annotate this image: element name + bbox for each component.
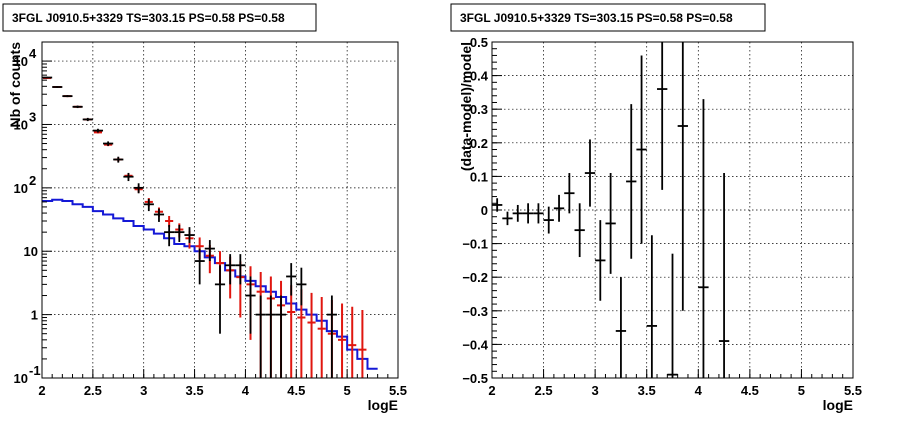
counts-y-axis-title: Nb of counts	[7, 42, 23, 128]
residual-x-axis-title: logE	[823, 397, 853, 413]
residual-y-tick-label: 0.2	[470, 136, 488, 151]
counts-x-tick-label: 4.5	[287, 383, 305, 398]
counts-x-tick-label: 5	[344, 383, 351, 398]
counts-y-tick-exponent: 2	[29, 173, 36, 188]
residual-panel: 3FGL J0910.5+3329 TS=303.15 PS=0.58 PS=0…	[450, 3, 862, 413]
counts-x-tick-label: 2	[38, 383, 45, 398]
residual-y-tick-label: 0.3	[470, 102, 488, 117]
residual-title-box	[450, 3, 766, 32]
residual-x-tick-label: 5	[798, 383, 805, 398]
residual-x-tick-label: 3	[592, 383, 599, 398]
counts-x-axis-title: logE	[368, 397, 398, 413]
residual-y-tick-label: 0	[481, 203, 488, 218]
counts-y-tick-exponent: 3	[29, 109, 36, 124]
residual-y-tick-label: 0.1	[470, 169, 488, 184]
residual-title: 3FGL J0910.5+3329 TS=303.15 PS=0.58 PS=0…	[460, 11, 733, 25]
residual-y-tick-label: 0.4	[470, 69, 489, 84]
counts-x-tick-label: 3.5	[186, 383, 204, 398]
counts-y-tick-label: 10	[14, 181, 28, 196]
counts-y-tick-label: 1	[31, 308, 38, 323]
counts-y-tick-label: 10	[24, 244, 38, 259]
counts-grid	[42, 42, 398, 378]
residual-x-tick-label: 4.5	[741, 383, 759, 398]
residual-series	[492, 42, 730, 378]
counts-series	[42, 76, 378, 378]
residual-x-tick-label: 3.5	[638, 383, 656, 398]
counts-y-tick-label: 10	[14, 371, 28, 386]
counts-title-box	[2, 3, 317, 32]
residual-y-axis-title: (data-model)/model	[458, 42, 474, 171]
counts-title: 3FGL J0910.5+3329 TS=303.15 PS=0.58 PS=0…	[12, 11, 285, 25]
counts-y-tick-label: 10	[14, 54, 28, 69]
counts-y-tick-exponent: -1	[29, 363, 41, 378]
residual-y-tick-label: −0.5	[462, 371, 488, 386]
residual-y-tick-label: −0.2	[462, 270, 488, 285]
residual-y-tick-label: −0.3	[462, 304, 488, 319]
counts-plot-frame	[41, 41, 399, 379]
counts-x-tick-label: 5.5	[389, 383, 407, 398]
counts-x-tick-label: 3	[140, 383, 147, 398]
residual-x-tick-label: 2.5	[535, 383, 553, 398]
residual-ticks: 2 2.5 3 3.5 4 4.5 5 5.5 −0.5 −0.4 −0.3 −0.2 −0.1 0 0.1…	[462, 35, 862, 398]
counts-x-tick-label: 2.5	[84, 383, 102, 398]
counts-x-tick-label: 4	[242, 383, 250, 398]
residual-x-tick-label: 4	[695, 383, 703, 398]
counts-y-tick-label: 10	[14, 117, 28, 132]
residual-y-tick-label: −0.1	[462, 237, 488, 252]
counts-panel: 3FGL J0910.5+3329 TS=303.15 PS=0.58 PS=0…	[2, 3, 408, 413]
background-model-histogram	[42, 198, 378, 370]
residual-x-tick-label: 5.5	[844, 383, 862, 398]
residual-y-tick-label: 0.5	[470, 35, 488, 50]
residual-x-tick-label: 2	[488, 383, 495, 398]
residual-y-tick-label: −0.4	[462, 337, 488, 352]
counts-y-tick-exponent: 4	[29, 46, 37, 61]
